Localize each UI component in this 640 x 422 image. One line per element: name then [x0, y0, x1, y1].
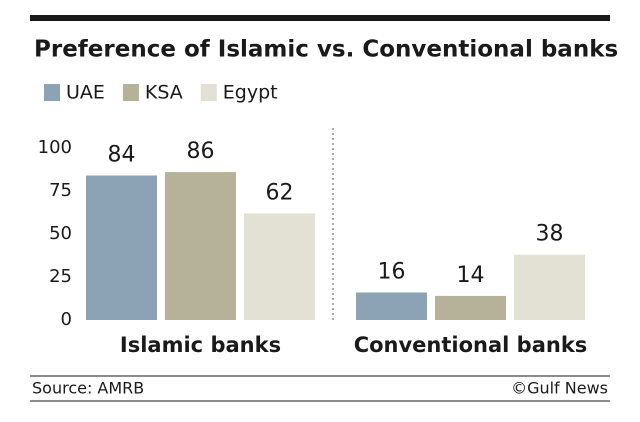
legend-label: UAE: [66, 82, 105, 104]
value-label: 62: [266, 180, 294, 205]
top-rule: [30, 15, 610, 21]
value-label: 84: [108, 143, 136, 168]
y-tick-label: 25: [49, 266, 72, 287]
value-label: 16: [378, 259, 406, 284]
legend-swatch: [200, 84, 217, 101]
source: Source: AMRB: [32, 379, 144, 398]
value-label: 38: [536, 222, 564, 247]
y-tick-label: 50: [49, 223, 72, 244]
bar: [435, 295, 506, 320]
bar: [165, 172, 236, 320]
legend-swatch: [122, 84, 139, 101]
y-tick-label: 0: [61, 309, 72, 330]
legend-label: Egypt: [223, 82, 278, 104]
credit: ©Gulf News: [511, 379, 608, 398]
value-label: 86: [187, 139, 215, 164]
bar: [244, 213, 315, 320]
y-tick-label: 100: [38, 137, 72, 158]
legend-swatch: [44, 84, 60, 101]
x-tick-label: Islamic banks: [120, 333, 281, 357]
value-label: 14: [457, 263, 485, 288]
bar: [356, 292, 427, 320]
x-tick-label: Conventional banks: [354, 333, 588, 357]
y-tick-label: 75: [49, 180, 72, 201]
legend-label: KSA: [145, 82, 183, 104]
bar: [514, 254, 585, 320]
chart-title: Preference of Islamic vs. Conventional b…: [34, 37, 618, 63]
bar: [86, 175, 157, 320]
